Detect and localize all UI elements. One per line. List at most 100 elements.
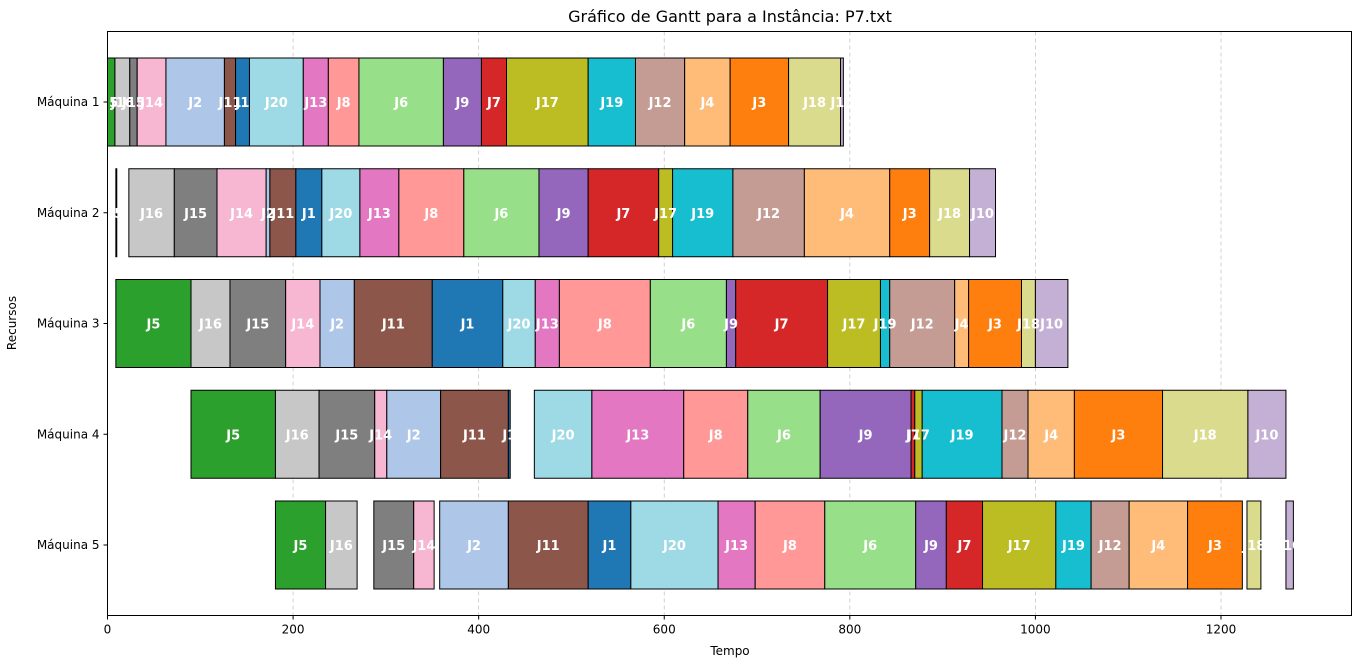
gantt-bar-label: J17 — [1007, 539, 1031, 554]
gantt-bar — [295, 168, 323, 258]
gantt-bar-label: J7 — [615, 207, 630, 222]
y-tick-label: Máquina 1 — [37, 95, 100, 109]
gantt-bar-label: J20 — [328, 207, 352, 222]
y-tick-label: Máquina 4 — [37, 427, 100, 441]
gantt-bar — [788, 57, 842, 147]
gantt-bar — [440, 389, 509, 479]
gantt-bar — [431, 279, 504, 368]
gantt-bar — [1187, 500, 1243, 590]
gantt-bar-label: J17 — [906, 428, 930, 443]
gantt-bar — [229, 279, 287, 368]
gantt-bar-label: J7 — [956, 539, 971, 554]
gantt-bar-label: J9 — [556, 207, 571, 222]
gantt-bar-label: J20 — [507, 318, 531, 333]
gantt-bar-label: J16 — [198, 318, 222, 333]
gantt-bar — [327, 57, 360, 147]
gantt-bar-label: J2 — [406, 428, 421, 443]
gantt-bar-label: J18 — [937, 207, 961, 222]
gantt-bar — [921, 389, 1003, 479]
gantt-bar-label: J13 — [535, 318, 559, 333]
gantt-bar — [558, 279, 651, 368]
gantt-bar — [684, 57, 731, 147]
gantt-bar-label: J17 — [535, 96, 559, 111]
gantt-bar-label: J11 — [381, 318, 405, 333]
gantt-bar-label: J13 — [303, 96, 327, 111]
gantt-bar-label: J10 — [970, 207, 994, 222]
gantt-bar — [1128, 500, 1189, 590]
gantt-bar — [538, 168, 589, 258]
gantt-bar-label: J19 — [599, 96, 623, 111]
gantt-bar-label: J7 — [486, 96, 501, 111]
gantt-bar-label: J10 — [829, 96, 853, 111]
gantt-bar — [190, 389, 276, 479]
gantt-bar-label: J9 — [723, 318, 738, 333]
gantt-bar-label: J13 — [367, 207, 391, 222]
gantt-bar — [1285, 500, 1294, 590]
gantt-bar — [274, 500, 327, 590]
gantt-bar — [115, 279, 192, 368]
gantt-bar-label: J2 — [466, 539, 481, 554]
gantt-bar-label: J3 — [1207, 539, 1222, 554]
y-tick-label: Máquina 3 — [37, 317, 100, 331]
gantt-bar-label: J5 — [145, 318, 160, 333]
x-tick-label: 800 — [838, 623, 861, 637]
gantt-bar — [386, 389, 442, 479]
gantt-bar-label: J9 — [858, 428, 873, 443]
gantt-bar-label: J16 — [285, 428, 309, 443]
gantt-bar — [507, 500, 589, 590]
x-tick-label: 1000 — [1020, 623, 1051, 637]
gantt-bar-label: J3 — [987, 318, 1002, 333]
gantt-bar — [359, 168, 400, 258]
gantt-bar-label: J4 — [1150, 539, 1165, 554]
gantt-bar — [358, 57, 444, 147]
gantt-bar — [269, 168, 297, 258]
gantt-bar — [190, 279, 231, 368]
gantt-bar-label: J6 — [862, 539, 877, 554]
gantt-bar-label: J14 — [290, 318, 314, 333]
gantt-bar-label: J8 — [782, 539, 797, 554]
gantt-bar-label: J3 — [902, 207, 917, 222]
gantt-bar-label: J10 — [1277, 539, 1301, 554]
gantt-bar-label: J18 — [1241, 539, 1265, 554]
gantt-bar-label: J8 — [423, 207, 438, 222]
gantt-bar — [1027, 389, 1075, 479]
gantt-bar-label: J12 — [648, 96, 672, 111]
gantt-bar-label: J2 — [329, 318, 344, 333]
gantt-bar-label: J4 — [699, 96, 714, 111]
gantt-bar — [318, 389, 376, 479]
gantt-bar-label: J6 — [776, 428, 791, 443]
gantt-bar-label: J7 — [774, 318, 789, 333]
gantt-bar — [1247, 389, 1287, 479]
gantt-bar-label: J4 — [1043, 428, 1058, 443]
gantt-bar — [216, 168, 267, 258]
gantt-bar-label: J11 — [462, 428, 486, 443]
gantt-bar-label: J14 — [411, 539, 435, 554]
gantt-bar-label: J14 — [139, 96, 163, 111]
gantt-bar-label: J19 — [1061, 539, 1085, 554]
gantt-bar-label: J4 — [839, 207, 854, 222]
gantt-bar-label: J12 — [1003, 428, 1027, 443]
y-axis-ticks: Máquina 1 Máquina 2 Máquina 3 Máquina 4 Máqu… — [37, 95, 108, 552]
gantt-bar — [827, 279, 881, 368]
gantt-bar — [1055, 500, 1092, 590]
gantt-bar-label: J1 — [602, 539, 617, 554]
gantt-bar-label: J15 — [121, 96, 145, 111]
gantt-bar-label: J17 — [842, 318, 866, 333]
gantt-bar-label: J20 — [551, 428, 575, 443]
gantt-bar — [285, 279, 321, 368]
gantt-bar — [1034, 279, 1069, 368]
gantt-bar-label: J6 — [680, 318, 695, 333]
gantt-bar — [683, 389, 749, 479]
gantt-bar-label: J14 — [229, 207, 253, 222]
gantt-bar — [533, 389, 593, 479]
gantt-bar-label: J9 — [454, 96, 469, 111]
gantt-bar — [969, 168, 997, 258]
x-axis-label: Tempo — [709, 644, 749, 658]
gantt-bar — [630, 500, 719, 590]
gantt-bar — [413, 500, 435, 590]
gantt-bar — [732, 168, 805, 258]
gantt-bar — [325, 500, 358, 590]
gantt-bar — [649, 279, 727, 368]
x-tick-label: 1200 — [1206, 623, 1237, 637]
